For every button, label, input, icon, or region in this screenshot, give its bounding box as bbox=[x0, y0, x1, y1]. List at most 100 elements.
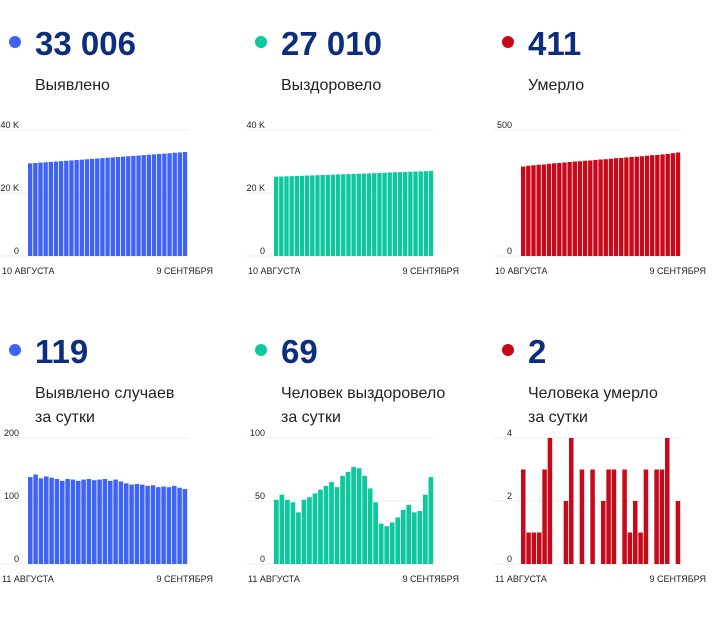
y-tick-label: 50 bbox=[255, 491, 265, 501]
bar bbox=[315, 175, 320, 256]
bar bbox=[161, 486, 166, 564]
stat-label-line: за сутки bbox=[35, 409, 95, 426]
x-end-label: 9 СЕНТЯБРЯ bbox=[402, 266, 459, 276]
bar bbox=[351, 173, 356, 256]
bar bbox=[521, 469, 526, 564]
bar bbox=[366, 173, 372, 256]
legend-dot bbox=[502, 36, 514, 48]
bar bbox=[136, 155, 141, 256]
bar bbox=[167, 153, 172, 256]
bar bbox=[608, 158, 614, 256]
bar bbox=[588, 160, 593, 256]
bar bbox=[613, 158, 619, 256]
bar bbox=[601, 501, 606, 564]
bar bbox=[120, 156, 126, 256]
bar bbox=[296, 512, 301, 564]
stat-label-line: Человек выздоровело bbox=[281, 385, 446, 402]
bar-chart: 0 20 K 40 K 10 АВГУСТА 9 СЕНТЯБРЯ bbox=[0, 120, 213, 276]
bar bbox=[423, 171, 429, 256]
bar bbox=[654, 469, 659, 564]
stat-label-line: за сутки bbox=[528, 409, 588, 426]
bar bbox=[577, 161, 583, 256]
y-tick-label: 20 K bbox=[0, 183, 19, 193]
bar bbox=[593, 159, 598, 256]
panel-died: 411 Умерло 0 500 10 АВГУСТА 9 СЕНТЯБРЯ bbox=[493, 0, 720, 300]
y-tick-label: 100 bbox=[4, 491, 19, 501]
bar bbox=[629, 156, 634, 256]
bar bbox=[100, 158, 105, 256]
bar bbox=[124, 483, 129, 564]
bar bbox=[428, 477, 434, 564]
bar bbox=[69, 160, 74, 256]
stat-label-line: Выздоровело bbox=[281, 77, 382, 94]
bar bbox=[546, 163, 552, 256]
bar bbox=[675, 152, 681, 256]
bar bbox=[146, 154, 152, 256]
bar-chart: 0 50 100 11 АВГУСТА 9 СЕНТЯБРЯ bbox=[246, 428, 459, 584]
bar bbox=[665, 438, 670, 564]
bar bbox=[102, 478, 108, 564]
x-start-label: 10 АВГУСТА bbox=[248, 266, 301, 276]
y-tick-label: 0 bbox=[14, 246, 19, 256]
bar bbox=[428, 170, 434, 256]
bar bbox=[166, 487, 172, 564]
bar bbox=[301, 499, 307, 564]
bar bbox=[329, 482, 334, 564]
bar bbox=[634, 156, 639, 256]
bar bbox=[310, 175, 315, 256]
y-tick-label: 100 bbox=[250, 428, 265, 438]
bar bbox=[345, 472, 351, 564]
bar bbox=[131, 155, 136, 256]
panel-detected-daily: 119 Выявлено случаев за сутки 0 100 200 11 АВГ… bbox=[0, 308, 240, 608]
bar bbox=[422, 494, 428, 564]
bar bbox=[562, 162, 567, 256]
x-end-label: 9 СЕНТЯБРЯ bbox=[156, 266, 213, 276]
stat-label-line: за сутки bbox=[281, 409, 341, 426]
legend-dot bbox=[502, 344, 514, 356]
bar bbox=[285, 499, 290, 564]
bar bbox=[290, 502, 296, 564]
bar bbox=[140, 484, 145, 564]
y-tick-label: 20 K bbox=[246, 183, 265, 193]
bar-chart: 0 20 K 40 K 10 АВГУСТА 9 СЕНТЯБРЯ bbox=[246, 120, 459, 276]
bar bbox=[644, 155, 650, 256]
bar bbox=[134, 483, 140, 564]
y-tick-label: 0 bbox=[507, 246, 512, 256]
bar bbox=[172, 152, 177, 256]
stat-label: Выявлено bbox=[35, 74, 265, 98]
bar bbox=[551, 163, 557, 256]
bar bbox=[531, 165, 536, 256]
bar bbox=[537, 532, 542, 564]
bar bbox=[172, 485, 177, 564]
bar bbox=[64, 160, 69, 256]
bar bbox=[126, 156, 131, 256]
bar bbox=[384, 526, 390, 564]
stat-value: 2 bbox=[528, 333, 547, 370]
bar bbox=[33, 163, 38, 256]
stat-value: 27 010 bbox=[281, 25, 382, 62]
bar bbox=[665, 153, 670, 256]
bar bbox=[335, 174, 341, 256]
bar bbox=[356, 468, 362, 564]
bar bbox=[108, 480, 113, 564]
bar bbox=[141, 155, 146, 256]
bar bbox=[411, 512, 417, 564]
bar bbox=[557, 163, 562, 256]
bar bbox=[361, 173, 367, 256]
y-tick-label: 0 bbox=[260, 246, 265, 256]
legend-dot bbox=[255, 344, 267, 356]
x-end-label: 9 СЕНТЯБРЯ bbox=[156, 574, 213, 584]
bar bbox=[70, 479, 76, 564]
bar bbox=[279, 494, 285, 564]
bar bbox=[177, 152, 183, 256]
bar bbox=[330, 174, 336, 256]
bar bbox=[341, 174, 346, 256]
bar-chart: 0 500 10 АВГУСТА 9 СЕНТЯБРЯ bbox=[493, 120, 706, 276]
bar bbox=[378, 523, 384, 564]
bar bbox=[569, 438, 574, 564]
panel-recovered: 27 010 Выздоровело 0 20 K 40 K 10 АВГУСТА 9 СЕ… bbox=[246, 0, 486, 300]
bar bbox=[54, 478, 60, 564]
bar bbox=[81, 479, 86, 564]
y-tick-label: 2 bbox=[507, 491, 512, 501]
stat-value: 119 bbox=[35, 333, 89, 370]
